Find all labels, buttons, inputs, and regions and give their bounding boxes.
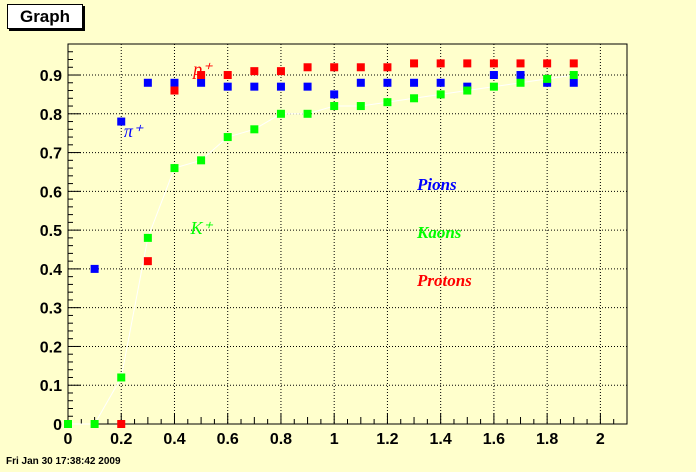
kaons-point xyxy=(569,71,578,80)
pions-point xyxy=(516,71,525,80)
pions-point xyxy=(410,78,419,87)
protons-point xyxy=(516,59,525,68)
legend-kaons: Kaons xyxy=(416,223,462,242)
protons-point xyxy=(170,86,179,95)
pions-point xyxy=(303,82,312,91)
protons-point xyxy=(250,67,259,76)
x-tick-label: 1 xyxy=(330,431,339,448)
timestamp-label: Fri Jan 30 17:38:42 2009 xyxy=(6,456,121,467)
kaons-point xyxy=(276,109,285,118)
y-tick-label: 0.8 xyxy=(40,107,62,124)
x-tick-label: 0.6 xyxy=(217,431,239,448)
pions-point xyxy=(489,71,498,80)
protons-point xyxy=(143,257,152,266)
kaons-point xyxy=(436,90,445,99)
protons-point xyxy=(463,59,472,68)
kaons-point xyxy=(410,94,419,103)
pions-point xyxy=(356,78,365,87)
kaons-point xyxy=(463,86,472,95)
y-tick-label: 0.3 xyxy=(40,301,62,318)
protons-point xyxy=(383,63,392,72)
protons-point xyxy=(330,63,339,72)
kaons-point xyxy=(330,102,339,111)
y-tick-label: 0.4 xyxy=(40,262,62,279)
y-tick-label: 0 xyxy=(53,417,62,434)
protons-point xyxy=(197,71,206,80)
legend-protons: Protons xyxy=(416,271,472,290)
pions-point xyxy=(569,78,578,87)
kaons-point xyxy=(223,133,232,142)
kaons-point xyxy=(489,82,498,91)
particle-label-2: p⁺ xyxy=(191,59,213,79)
particle-label-0: π⁺ xyxy=(124,121,144,141)
kaons-point xyxy=(170,164,179,173)
protons-point xyxy=(117,420,126,428)
x-tick-label: 1.4 xyxy=(430,431,452,448)
protons-point xyxy=(569,59,578,68)
y-tick-label: 0.7 xyxy=(40,146,62,163)
particle-label-1: K⁺ xyxy=(189,218,213,238)
pions-point xyxy=(170,78,179,87)
kaons-point xyxy=(543,74,552,83)
protons-point xyxy=(356,63,365,72)
protons-point xyxy=(303,63,312,72)
pions-point xyxy=(90,264,99,273)
pions-point xyxy=(250,82,259,91)
pions-point xyxy=(197,78,206,87)
protons-point xyxy=(543,59,552,68)
y-tick-label: 0.5 xyxy=(40,223,62,240)
pions-point xyxy=(436,78,445,87)
pions-point xyxy=(330,90,339,99)
kaons-point xyxy=(64,420,72,428)
graph-title-box: Graph xyxy=(7,4,83,29)
y-tick-label: 0.2 xyxy=(40,339,62,356)
pions-point xyxy=(223,82,232,91)
kaons-series-line xyxy=(68,74,574,425)
protons-point xyxy=(436,59,445,68)
protons-point xyxy=(223,71,232,80)
kaons-point xyxy=(250,125,259,134)
kaons-point xyxy=(356,102,365,111)
y-tick-label: 0.9 xyxy=(40,68,62,85)
pions-point xyxy=(117,117,126,126)
pions-point xyxy=(143,78,152,87)
protons-point xyxy=(276,67,285,76)
y-tick-label: 0.6 xyxy=(40,184,62,201)
kaons-point xyxy=(197,156,206,165)
x-tick-label: 0.2 xyxy=(110,431,132,448)
pions-point xyxy=(383,78,392,87)
kaons-point xyxy=(117,373,126,382)
x-tick-label: 1.2 xyxy=(376,431,398,448)
kaons-point xyxy=(143,233,152,242)
y-tick-label: 0.1 xyxy=(40,378,62,395)
kaons-point xyxy=(90,420,99,428)
x-tick-label: 1.8 xyxy=(536,431,558,448)
legend-pions: Pions xyxy=(416,175,457,194)
x-tick-label: 0.8 xyxy=(270,431,292,448)
x-tick-label: 0.4 xyxy=(163,431,185,448)
kaons-point xyxy=(383,98,392,107)
pions-point xyxy=(276,82,285,91)
kaons-point xyxy=(516,78,525,87)
kaons-point xyxy=(303,109,312,118)
x-tick-label: 1.6 xyxy=(483,431,505,448)
protons-point xyxy=(489,59,498,68)
protons-point xyxy=(410,59,419,68)
x-tick-label: 2 xyxy=(596,431,605,448)
x-tick-label: 0 xyxy=(64,431,73,448)
